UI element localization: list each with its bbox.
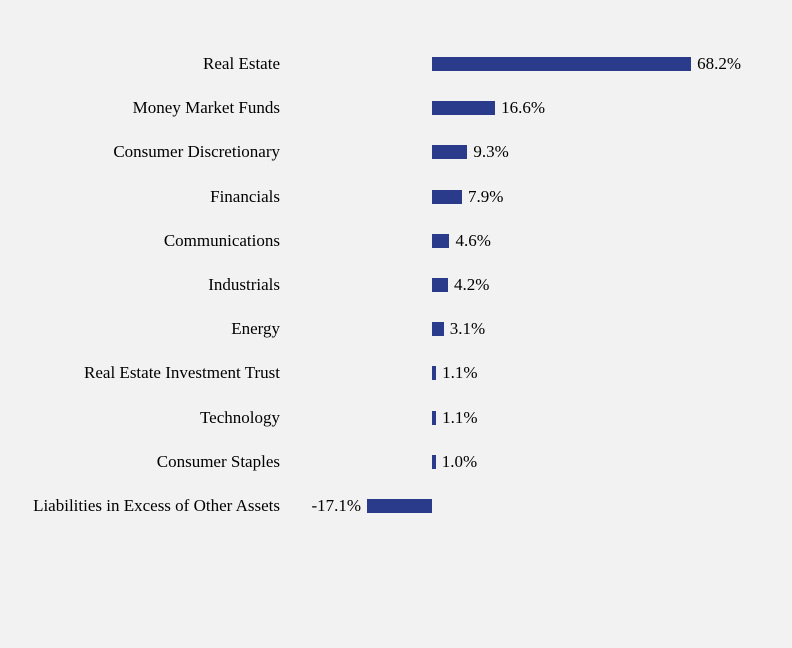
chart-row: Real Estate 68.2% xyxy=(0,54,792,74)
value-label: 3.1% xyxy=(450,319,485,339)
value-label: 4.6% xyxy=(455,231,490,251)
bar xyxy=(432,411,436,425)
value-label: 16.6% xyxy=(501,98,545,118)
chart-row: Money Market Funds 16.6% xyxy=(0,98,792,118)
value-label: 1.0% xyxy=(442,452,477,472)
value-label: 9.3% xyxy=(473,142,508,162)
value-label: 1.1% xyxy=(442,363,477,383)
bar xyxy=(432,101,495,115)
bar xyxy=(432,455,436,469)
allocation-bar-chart: Real Estate 68.2% Money Market Funds 16.6% C… xyxy=(0,0,792,648)
chart-row: Energy 3.1% xyxy=(0,319,792,339)
bar xyxy=(432,278,448,292)
category-label: Financials xyxy=(210,187,280,207)
value-label: 7.9% xyxy=(468,187,503,207)
chart-row: Technology 1.1% xyxy=(0,408,792,428)
chart-row: Communications 4.6% xyxy=(0,231,792,251)
category-label: Consumer Staples xyxy=(157,452,280,472)
bar xyxy=(367,499,432,513)
chart-row: Real Estate Investment Trust 1.1% xyxy=(0,363,792,383)
chart-row: Industrials 4.2% xyxy=(0,275,792,295)
value-label: 68.2% xyxy=(697,54,741,74)
chart-row: Consumer Discretionary 9.3% xyxy=(0,142,792,162)
category-label: Money Market Funds xyxy=(133,98,280,118)
chart-row: Consumer Staples 1.0% xyxy=(0,452,792,472)
chart-row: Financials 7.9% xyxy=(0,187,792,207)
category-label: Communications xyxy=(164,231,280,251)
bar xyxy=(432,145,467,159)
category-label: Technology xyxy=(200,408,280,428)
category-label: Real Estate xyxy=(203,54,280,74)
category-label: Real Estate Investment Trust xyxy=(84,363,280,383)
bar xyxy=(432,57,691,71)
bar xyxy=(432,234,449,248)
bar xyxy=(432,366,436,380)
category-label: Industrials xyxy=(208,275,280,295)
chart-row: Liabilities in Excess of Other Assets -17… xyxy=(0,496,792,516)
category-label: Liabilities in Excess of Other Assets xyxy=(33,496,280,516)
category-label: Energy xyxy=(231,319,280,339)
value-label: 1.1% xyxy=(442,408,477,428)
category-label: Consumer Discretionary xyxy=(113,142,280,162)
value-label: -17.1% xyxy=(311,496,361,516)
bar xyxy=(432,190,462,204)
value-label: 4.2% xyxy=(454,275,489,295)
bar xyxy=(432,322,444,336)
